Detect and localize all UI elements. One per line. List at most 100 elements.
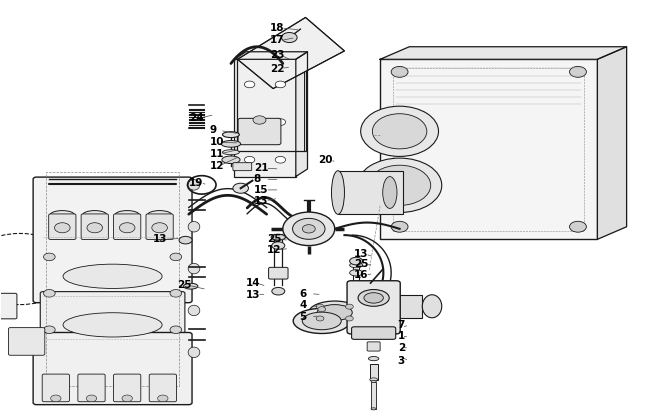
Ellipse shape: [222, 150, 239, 155]
Circle shape: [281, 32, 297, 42]
Bar: [338, 171, 403, 214]
FancyBboxPatch shape: [81, 214, 109, 239]
Bar: [234, 59, 296, 176]
Text: 1: 1: [398, 331, 405, 341]
Text: 13: 13: [254, 196, 268, 206]
FancyBboxPatch shape: [78, 374, 105, 402]
Circle shape: [569, 66, 586, 77]
Text: 25: 25: [354, 260, 369, 269]
Polygon shape: [234, 52, 307, 59]
Ellipse shape: [272, 242, 285, 249]
Text: 13: 13: [153, 234, 168, 244]
FancyBboxPatch shape: [33, 333, 192, 404]
Polygon shape: [296, 52, 307, 176]
Text: 8: 8: [254, 174, 261, 184]
Circle shape: [253, 116, 266, 124]
Text: 13: 13: [354, 249, 369, 259]
Ellipse shape: [221, 141, 240, 147]
Circle shape: [302, 225, 315, 233]
Circle shape: [44, 326, 55, 333]
Circle shape: [391, 221, 408, 232]
FancyBboxPatch shape: [33, 177, 192, 303]
Circle shape: [244, 81, 255, 88]
Text: 6: 6: [299, 289, 306, 299]
Ellipse shape: [293, 308, 350, 333]
FancyBboxPatch shape: [268, 268, 288, 279]
Circle shape: [275, 119, 285, 126]
Bar: [370, 364, 378, 380]
Circle shape: [369, 165, 431, 205]
Text: 14: 14: [246, 278, 261, 288]
Ellipse shape: [115, 210, 140, 220]
Ellipse shape: [272, 287, 285, 295]
Ellipse shape: [188, 305, 200, 316]
Ellipse shape: [350, 263, 363, 268]
Circle shape: [318, 307, 326, 312]
Circle shape: [283, 212, 335, 246]
Bar: [371, 382, 376, 409]
Ellipse shape: [83, 210, 107, 220]
Text: 12: 12: [209, 160, 224, 171]
Polygon shape: [597, 47, 627, 239]
Circle shape: [275, 81, 285, 88]
Circle shape: [275, 156, 285, 163]
Circle shape: [51, 395, 61, 402]
Text: 9: 9: [209, 126, 216, 136]
Circle shape: [44, 253, 55, 261]
Text: 16: 16: [354, 270, 369, 280]
Text: 23: 23: [270, 50, 284, 60]
Text: 20: 20: [318, 155, 333, 165]
Text: 17: 17: [270, 35, 285, 45]
Circle shape: [316, 316, 324, 321]
FancyBboxPatch shape: [40, 291, 185, 344]
FancyBboxPatch shape: [367, 342, 380, 351]
Circle shape: [346, 304, 354, 309]
Circle shape: [244, 156, 255, 163]
Ellipse shape: [317, 304, 352, 320]
Ellipse shape: [271, 234, 285, 240]
Text: 10: 10: [209, 137, 224, 147]
FancyBboxPatch shape: [347, 281, 400, 334]
Text: 21: 21: [254, 163, 268, 173]
Text: 3: 3: [398, 356, 405, 366]
FancyBboxPatch shape: [8, 328, 45, 355]
Circle shape: [170, 289, 181, 297]
Ellipse shape: [371, 381, 376, 383]
FancyBboxPatch shape: [42, 374, 70, 402]
Ellipse shape: [383, 176, 397, 208]
FancyBboxPatch shape: [0, 293, 17, 319]
Circle shape: [152, 223, 168, 233]
Circle shape: [55, 223, 70, 233]
Text: 2: 2: [398, 343, 405, 353]
Circle shape: [120, 223, 135, 233]
Bar: [46, 172, 179, 386]
FancyBboxPatch shape: [238, 118, 281, 145]
FancyBboxPatch shape: [233, 163, 252, 171]
Ellipse shape: [350, 270, 363, 276]
Ellipse shape: [179, 236, 192, 244]
Circle shape: [244, 119, 255, 126]
Ellipse shape: [222, 156, 240, 163]
Bar: [396, 295, 422, 318]
Circle shape: [372, 114, 427, 149]
Circle shape: [391, 66, 408, 77]
FancyBboxPatch shape: [150, 374, 176, 402]
Ellipse shape: [332, 171, 344, 214]
Ellipse shape: [188, 347, 200, 357]
Ellipse shape: [370, 378, 378, 381]
Circle shape: [233, 183, 248, 193]
Ellipse shape: [50, 210, 75, 220]
Text: 24: 24: [188, 113, 203, 123]
FancyBboxPatch shape: [352, 327, 396, 339]
FancyBboxPatch shape: [114, 214, 141, 239]
Ellipse shape: [183, 283, 198, 289]
Text: 13: 13: [246, 289, 261, 299]
Circle shape: [122, 395, 133, 402]
Text: 15: 15: [254, 185, 268, 195]
Circle shape: [86, 395, 97, 402]
Bar: [237, 59, 306, 151]
Ellipse shape: [358, 289, 389, 306]
Text: 4: 4: [299, 300, 306, 310]
Circle shape: [170, 253, 181, 261]
Text: 25: 25: [177, 281, 192, 290]
